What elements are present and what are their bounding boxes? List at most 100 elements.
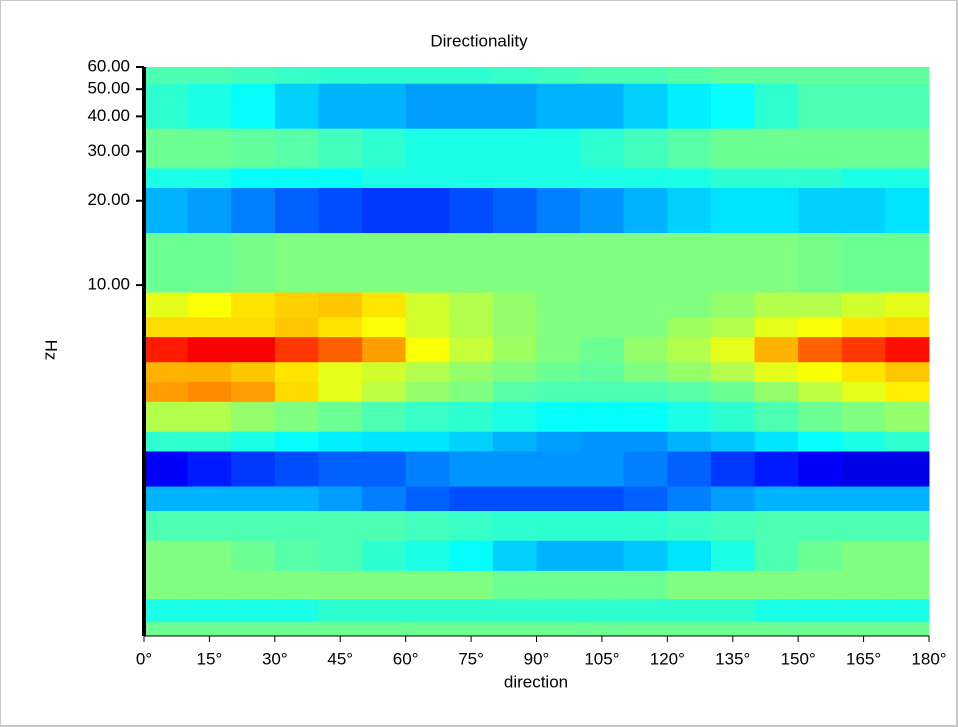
- heat-cell: [318, 540, 363, 571]
- heat-cell: [580, 316, 625, 338]
- heat-cell: [187, 540, 232, 571]
- heat-cell: [231, 336, 276, 363]
- heat-cell: [580, 431, 625, 452]
- heat-cell: [144, 361, 189, 383]
- heat-cell: [623, 67, 668, 84]
- heat-cell: [449, 232, 494, 293]
- heat-cell: [274, 540, 319, 571]
- heat-cell: [318, 316, 363, 338]
- heat-cell: [405, 510, 450, 541]
- heat-cell: [536, 128, 581, 169]
- heat-cell: [754, 167, 799, 188]
- heat-cell: [623, 431, 668, 452]
- heat-cell: [492, 450, 537, 487]
- heat-cell: [318, 510, 363, 541]
- heat-cell: [580, 450, 625, 487]
- heat-cell: [405, 570, 450, 600]
- y-axis-label: Hz: [42, 340, 61, 361]
- heat-cell: [362, 316, 407, 338]
- heat-cell: [318, 232, 363, 293]
- heat-cell: [710, 67, 756, 84]
- heat-cell: [667, 292, 712, 318]
- heat-cell: [536, 292, 581, 318]
- heat-cell: [623, 316, 668, 338]
- heat-cell: [405, 67, 450, 84]
- heat-cell: [841, 540, 886, 571]
- heat-cell: [362, 598, 407, 623]
- heat-cell: [187, 401, 232, 432]
- heat-cell: [798, 401, 843, 432]
- heat-cell: [798, 67, 843, 84]
- heat-cell: [362, 167, 407, 188]
- heat-cell: [841, 128, 886, 169]
- heat-cell: [405, 361, 450, 383]
- heat-cell: [754, 621, 799, 637]
- heat-cell: [144, 232, 189, 293]
- heat-cell: [144, 486, 189, 512]
- heat-cell: [231, 292, 276, 318]
- heat-cell: [231, 232, 276, 293]
- heat-cell: [841, 401, 886, 432]
- heat-cell: [623, 83, 668, 129]
- heat-cell: [318, 361, 363, 383]
- heat-cell: [318, 401, 363, 432]
- heat-cell: [449, 450, 494, 487]
- heat-cell: [318, 336, 363, 363]
- heat-cell: [187, 128, 232, 169]
- heat-cell: [492, 431, 537, 452]
- heat-cell: [623, 232, 668, 293]
- heat-cell: [623, 401, 668, 432]
- heat-cell: [405, 316, 450, 338]
- x-tick-label: 165°: [846, 649, 881, 668]
- heat-cell: [405, 486, 450, 512]
- heat-cell: [667, 540, 712, 571]
- heat-cell: [405, 381, 450, 402]
- x-axis-label: direction: [504, 672, 568, 691]
- x-tick-label: 30°: [262, 649, 288, 668]
- heat-cell: [187, 510, 232, 541]
- heat-cell: [885, 381, 930, 402]
- heat-cell: [536, 450, 581, 487]
- heat-cell: [318, 67, 363, 84]
- x-tick-label: 90°: [524, 649, 550, 668]
- heat-cell: [798, 187, 843, 234]
- heat-cell: [841, 187, 886, 234]
- heat-cell: [362, 570, 407, 600]
- heat-cell: [187, 187, 232, 234]
- heat-cell: [754, 336, 799, 363]
- heat-cell: [885, 450, 930, 487]
- heat-cell: [885, 570, 930, 600]
- heat-cell: [405, 167, 450, 188]
- y-tick-label: 40.00: [87, 106, 130, 125]
- heat-cell: [798, 83, 843, 129]
- heat-cell: [492, 83, 537, 129]
- heat-cell: [231, 167, 276, 188]
- heat-cell: [667, 83, 712, 129]
- y-tick-label: 20.00: [87, 190, 130, 209]
- heat-cell: [841, 570, 886, 600]
- heat-cell: [536, 187, 581, 234]
- heat-cell: [274, 187, 319, 234]
- heat-cell: [362, 128, 407, 169]
- heat-cell: [841, 621, 886, 637]
- heat-cell: [885, 486, 930, 512]
- heat-cell: [798, 336, 843, 363]
- heat-cell: [754, 486, 799, 512]
- heat-cell: [231, 67, 276, 84]
- heat-cell: [492, 621, 537, 637]
- heat-cell: [274, 401, 319, 432]
- heat-cell: [231, 187, 276, 234]
- heat-cell: [492, 540, 537, 571]
- heat-cell: [841, 336, 886, 363]
- heat-cell: [710, 187, 756, 234]
- heat-cell: [449, 570, 494, 600]
- heat-cell: [667, 128, 712, 169]
- heat-cell: [580, 401, 625, 432]
- heat-cell: [231, 598, 276, 623]
- heat-cell: [231, 401, 276, 432]
- heat-cell: [536, 67, 581, 84]
- heat-cell: [405, 292, 450, 318]
- heat-cell: [449, 316, 494, 338]
- heat-cell: [580, 381, 625, 402]
- heat-cell: [492, 361, 537, 383]
